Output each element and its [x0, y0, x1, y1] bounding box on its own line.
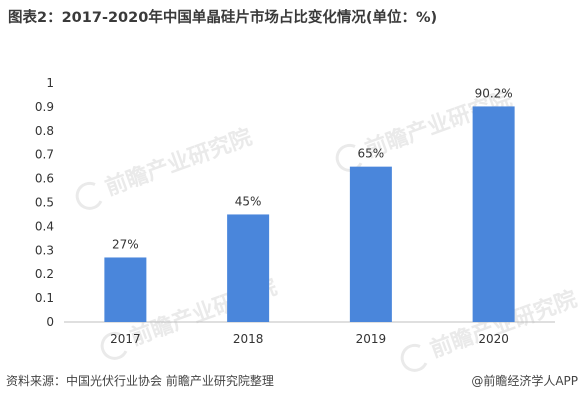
bar	[472, 106, 515, 322]
x-tick-label: 2020	[478, 332, 509, 346]
chart-title: 图表2：2017-2020年中国单晶硅片市场占比变化情况(单位：%)	[8, 10, 438, 26]
y-tick-label: 0.4	[35, 219, 54, 233]
app-credit: @前瞻经济学人APP	[471, 374, 578, 388]
y-tick-label: 0.2	[35, 267, 54, 281]
y-tick-label: 0.9	[35, 100, 54, 114]
y-tick-label: 0.8	[35, 124, 54, 138]
bar-chart: 0 0.1 0.2 0.3 0.4 0.5 0.6 0.7 0.8 0.9 1 27% 2017 45% 2…	[35, 76, 555, 346]
data-label: 45%	[235, 194, 262, 208]
x-tick-label: 2018	[233, 332, 264, 346]
data-label: 27%	[112, 237, 139, 251]
x-tick-label: 2017	[110, 332, 141, 346]
y-tick-label: 0.5	[35, 196, 54, 210]
bar	[349, 166, 392, 322]
x-tick-label: 2019	[356, 332, 387, 346]
y-tick-label: 0.3	[35, 243, 54, 257]
y-tick-label: 1	[46, 76, 54, 90]
y-tick-label: 0	[46, 315, 54, 329]
y-tick-label: 0.7	[35, 148, 54, 162]
y-tick-label: 0.1	[35, 291, 54, 305]
source-note: 资料来源：中国光伏行业协会 前瞻产业研究院整理	[6, 374, 274, 388]
data-label: 65%	[358, 147, 385, 161]
footer: 资料来源：中国光伏行业协会 前瞻产业研究院整理 @前瞻经济学人APP	[0, 370, 584, 394]
bar	[227, 214, 270, 322]
data-label: 90.2%	[475, 86, 513, 100]
bar	[104, 257, 147, 322]
y-tick-label: 0.6	[35, 172, 54, 186]
